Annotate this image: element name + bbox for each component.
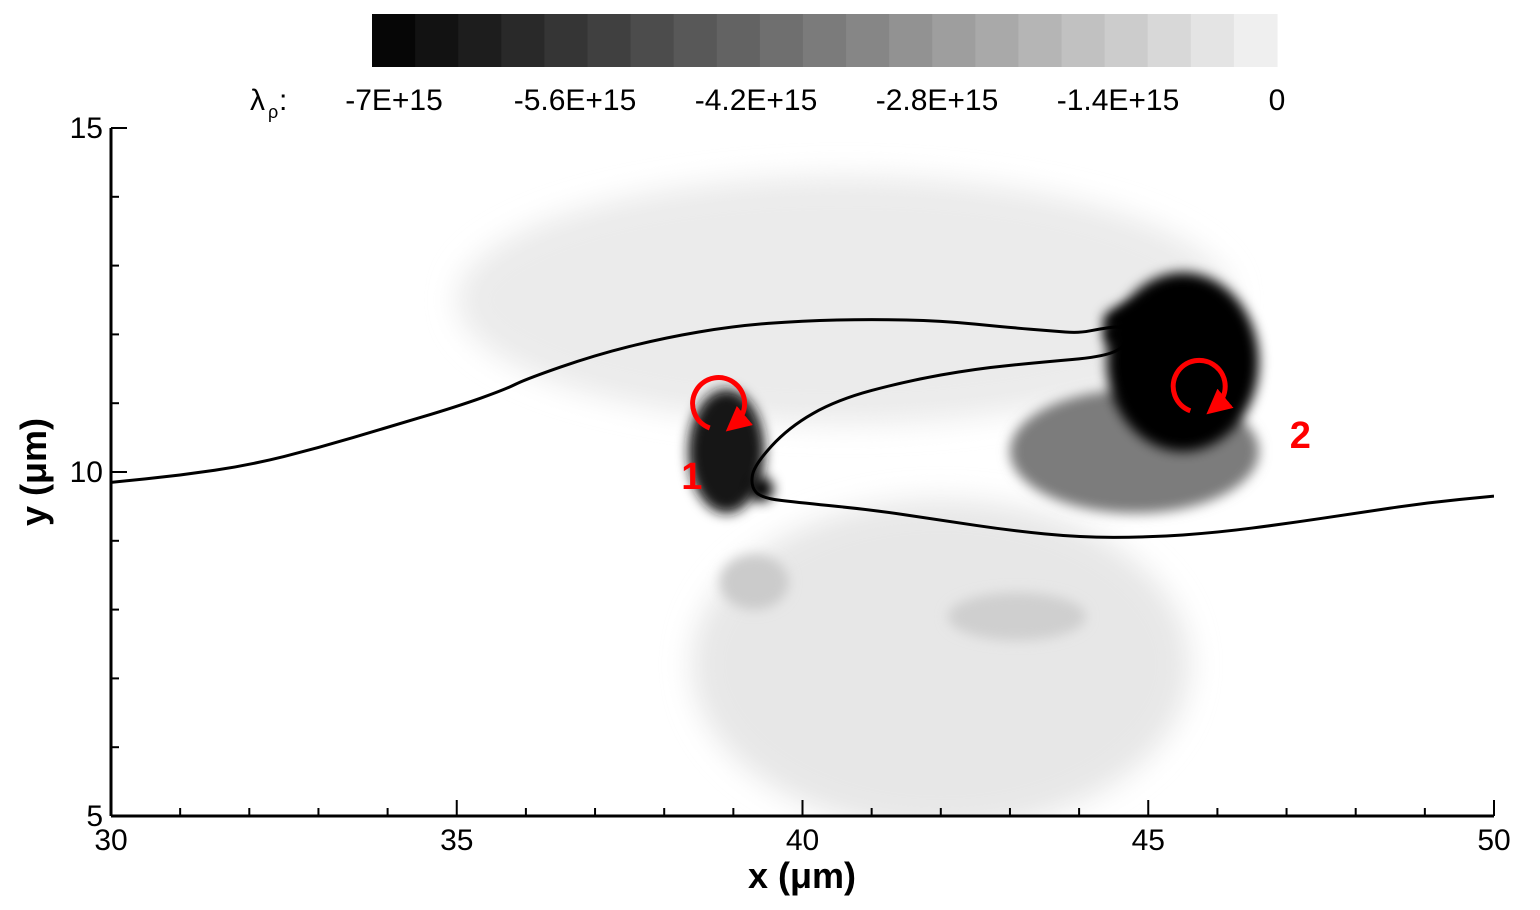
y-axis-label: y (μm) bbox=[13, 418, 54, 526]
annotation-label: 1 bbox=[681, 456, 702, 498]
colorbar bbox=[372, 14, 1278, 67]
colorbar-swatch bbox=[759, 14, 804, 67]
colorbar-label: λ ρ : bbox=[250, 84, 287, 122]
colorbar-tick-label: -1.4E+15 bbox=[1057, 84, 1180, 117]
y-tick-label: 10 bbox=[70, 456, 103, 489]
colorbar-swatch bbox=[372, 14, 416, 67]
colorbar-tick-label: -4.2E+15 bbox=[695, 84, 818, 117]
colorbar-swatch bbox=[1018, 14, 1063, 67]
colorbar-swatch bbox=[630, 14, 675, 67]
colorbar-tick-label: -2.8E+15 bbox=[876, 84, 999, 117]
x-tick-label: 30 bbox=[94, 824, 127, 857]
colorbar-swatch bbox=[415, 14, 459, 67]
colorbar-swatch bbox=[889, 14, 933, 67]
y-ticks: 5 10 15 bbox=[70, 112, 127, 833]
field-region-lower-spot-right bbox=[947, 592, 1087, 641]
colorbar-colon: : bbox=[279, 84, 287, 117]
axes: 30 35 40 45 50 5 10 15 x (μm) y (μm) bbox=[13, 112, 1511, 896]
annotations: 12 bbox=[681, 357, 1311, 498]
colorbar-swatch bbox=[1233, 14, 1278, 67]
colorbar-swatch bbox=[587, 14, 632, 67]
field-region-lower-spot-left bbox=[719, 554, 789, 610]
colorbar-swatch bbox=[1061, 14, 1106, 67]
colorbar-swatch bbox=[501, 14, 545, 67]
colorbar-swatch bbox=[673, 14, 718, 67]
colorbar-swatch bbox=[802, 14, 847, 67]
colorbar-swatch bbox=[932, 14, 976, 67]
field-regions bbox=[456, 176, 1259, 816]
y-tick-label: 5 bbox=[86, 800, 103, 833]
y-tick-label: 15 bbox=[70, 112, 103, 145]
rotation-arrow-icon bbox=[690, 375, 753, 432]
field-region-vortex-2 bbox=[1106, 272, 1259, 452]
colorbar-swatch bbox=[1147, 14, 1192, 67]
field-region-lower-halo bbox=[691, 499, 1190, 816]
plot-area: 12 bbox=[111, 176, 1494, 816]
x-tick-label: 50 bbox=[1477, 824, 1510, 857]
x-axis-label: x (μm) bbox=[748, 855, 856, 896]
colorbar-swatch bbox=[1104, 14, 1149, 67]
colorbar-symbol: λ bbox=[250, 84, 265, 117]
x-tick-label: 45 bbox=[1132, 824, 1165, 857]
colorbar-swatch bbox=[458, 14, 502, 67]
colorbar-swatch bbox=[846, 14, 890, 67]
x-ticks: 30 35 40 45 50 bbox=[94, 800, 1511, 857]
interface-curve bbox=[111, 318, 1494, 539]
colorbar-tick-label: -5.6E+15 bbox=[514, 84, 637, 117]
x-tick-label: 40 bbox=[786, 824, 819, 857]
colorbar-subscript: ρ bbox=[268, 102, 278, 122]
colorbar-tick-label: 0 bbox=[1269, 84, 1286, 117]
field-region-vortex-1-tip bbox=[748, 476, 774, 502]
colorbar-tick-label: -7E+15 bbox=[345, 84, 443, 117]
annotation-label: 2 bbox=[1290, 415, 1311, 457]
rotation-arrow-icon bbox=[1170, 357, 1234, 415]
colorbar-swatch bbox=[544, 14, 589, 67]
x-tick-label: 35 bbox=[440, 824, 473, 857]
colorbar-swatch bbox=[716, 14, 761, 67]
colorbar-ticks: -7E+15 -5.6E+15 -4.2E+15 -2.8E+15 -1.4E+15 0 bbox=[345, 84, 1285, 117]
colorbar-swatch bbox=[975, 14, 1020, 67]
colorbar-swatch bbox=[1190, 14, 1235, 67]
